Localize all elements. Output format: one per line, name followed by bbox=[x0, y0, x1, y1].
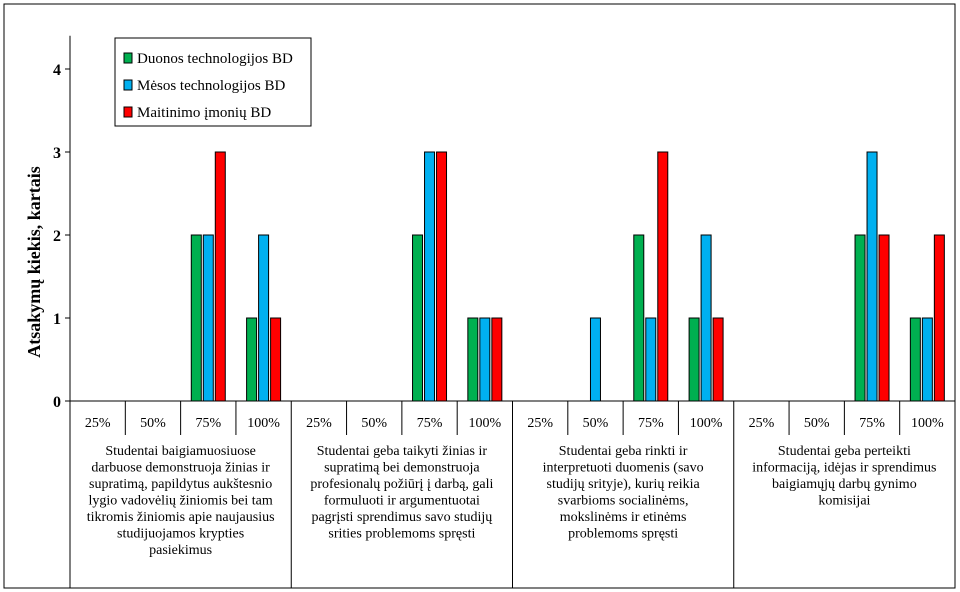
y-tick-label-2: 2 bbox=[53, 228, 61, 245]
x-tick-label: 25% bbox=[306, 416, 332, 431]
y-tick-label-0: 0 bbox=[53, 394, 61, 411]
x-tick-label: 50% bbox=[140, 416, 166, 431]
group-label-line: Studentai geba rinkti ir bbox=[559, 444, 688, 459]
group-label-line: pasiekimus bbox=[149, 543, 212, 558]
bar-s1-c11 bbox=[633, 234, 645, 402]
x-tick-label: 25% bbox=[85, 416, 111, 431]
bar-s2-c16 bbox=[921, 317, 933, 402]
bar-s2-c7 bbox=[424, 151, 436, 402]
y-axis-label: Atsakymų kiekis, kartais bbox=[24, 166, 44, 358]
group-label-line: mokslinėms ir etinėms bbox=[560, 510, 687, 525]
group-label-line: Studentai geba perteikti bbox=[778, 444, 911, 459]
bar-s2-c3 bbox=[202, 234, 214, 402]
x-tick-label: 75% bbox=[417, 416, 443, 431]
group-label-line: darbuose demonstruoja žinias ir bbox=[91, 461, 270, 476]
bar-s1-c12 bbox=[688, 317, 700, 402]
bar-s1-c15 bbox=[854, 234, 866, 402]
legend: Duonos technologijos BD Mėsos technologij… bbox=[114, 37, 312, 127]
bar-s1-c3 bbox=[190, 234, 202, 402]
y-tick-label-3: 3 bbox=[53, 145, 61, 162]
group-label-line: supratimą, papildytus aukštesnio bbox=[89, 477, 272, 492]
bar-s2-c11 bbox=[645, 317, 657, 402]
x-tick-label: 75% bbox=[638, 416, 664, 431]
x-tick-label: 25% bbox=[527, 416, 553, 431]
bar-s2-c12 bbox=[700, 234, 712, 402]
x-tick-label: 25% bbox=[749, 416, 775, 431]
bar-s3-c4 bbox=[270, 317, 282, 402]
bar-s3-c11 bbox=[657, 151, 669, 402]
y-tick-label-4: 4 bbox=[53, 62, 61, 79]
bar-s1-c7 bbox=[412, 234, 424, 402]
legend-label-2: Mėsos technologijos BD bbox=[137, 78, 285, 94]
group-label-line: interpretuoti duomenis (savo bbox=[543, 461, 704, 476]
group-label-line: studijuojamos krypties bbox=[117, 527, 244, 542]
bar-s2-c15 bbox=[866, 151, 878, 402]
category-table: 25% 50% 75% 100% 25% 50% 75% 100% 25% 50% 75% 100% 2… bbox=[69, 401, 956, 588]
legend-swatch-2 bbox=[123, 79, 133, 91]
bar-s3-c15 bbox=[878, 234, 890, 402]
legend-label-3: Maitinimo įmonių BD bbox=[137, 105, 271, 121]
group-label-line: studijų srityje), kurių reikia bbox=[547, 477, 701, 492]
bar-s3-c12 bbox=[712, 317, 724, 402]
group-label-line: pagrįsti sprendimus savo studijų bbox=[311, 510, 492, 525]
group-label-line: problemoms spręsti bbox=[568, 527, 678, 542]
bar-s2-c10 bbox=[589, 317, 601, 402]
bar-s3-c7 bbox=[436, 151, 448, 402]
bar-s1-c4 bbox=[246, 317, 258, 402]
bar-s2-c4 bbox=[258, 234, 270, 402]
x-tick-label: 50% bbox=[583, 416, 609, 431]
legend-swatch-3 bbox=[123, 106, 133, 118]
group-label-line: baigiamųjų darbų gynimo bbox=[772, 477, 917, 492]
legend-label-1: Duonos technologijos BD bbox=[137, 51, 293, 67]
x-tick-label: 75% bbox=[195, 416, 221, 431]
bar-s3-c3 bbox=[214, 151, 226, 402]
group-label-line: srities problemoms spręsti bbox=[328, 527, 475, 542]
group-label-line: Studentai baigiamuosiuose bbox=[105, 444, 255, 459]
group-label-line: lygio vadovėlių žiniomis bei tam bbox=[88, 494, 272, 509]
x-tick-label: 100% bbox=[911, 416, 944, 431]
x-tick-label: 100% bbox=[690, 416, 723, 431]
x-tick-label: 100% bbox=[247, 416, 280, 431]
group-label-line: komisijai bbox=[818, 494, 870, 509]
x-tick-label: 75% bbox=[859, 416, 885, 431]
group-label-line: supratimą bei demonstruoja bbox=[324, 461, 480, 476]
group-label-line: profesionalų požiūrį į darbą, gali bbox=[310, 477, 493, 492]
group-label-line: svarbioms socialinėms, bbox=[558, 494, 689, 509]
bar-s3-c16 bbox=[933, 234, 945, 402]
x-tick-label: 100% bbox=[469, 416, 502, 431]
bar-s1-c8 bbox=[467, 317, 479, 402]
x-tick-label: 50% bbox=[361, 416, 387, 431]
group-label-line: Studentai geba taikyti žinias ir bbox=[317, 444, 488, 459]
y-tick-label-1: 1 bbox=[53, 311, 61, 328]
x-tick-label: 50% bbox=[804, 416, 830, 431]
legend-swatch-1 bbox=[123, 52, 133, 64]
bar-s1-c16 bbox=[909, 317, 921, 402]
bar-s2-c8 bbox=[479, 317, 491, 402]
group-label-line: formuluoti ir argumentuotai bbox=[324, 494, 480, 509]
legend-box bbox=[114, 37, 312, 127]
group-label-line: informaciją, idėjas ir sprendimus bbox=[752, 461, 936, 476]
group-label-line: tikromis žiniomis apie naujausius bbox=[87, 510, 275, 525]
bar-s3-c8 bbox=[491, 317, 503, 402]
y-axis-ticks: 0 1 2 3 4 bbox=[53, 62, 70, 411]
